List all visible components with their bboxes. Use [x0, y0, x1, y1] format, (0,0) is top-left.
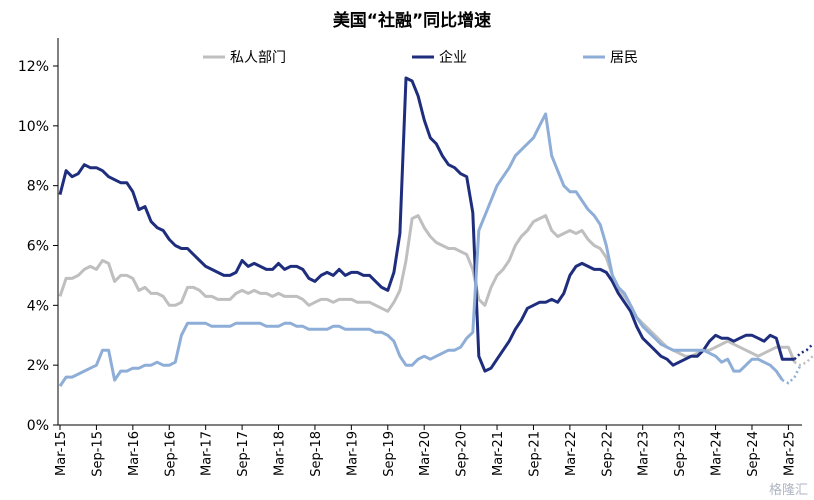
series-line-私人部门 — [58, 214, 796, 363]
x-tick-labels: Mar-15 Sep-15 Mar-16 Sep-16 Mar-17 Sep-17 Mar-… — [54, 431, 797, 477]
x-tick-label: Sep-17 — [236, 431, 251, 477]
x-tick-label: Mar-21 — [491, 431, 506, 476]
x-tick-label: Sep-18 — [309, 431, 324, 477]
x-tick-label: Mar-25 — [782, 431, 797, 476]
x-tick-label: Mar-23 — [637, 431, 652, 476]
legend-label: 私人部门 — [230, 50, 286, 66]
projection-line-居民 — [781, 364, 802, 385]
x-tick-label: Sep-19 — [382, 431, 397, 477]
y-tick-label: 12% — [18, 59, 49, 75]
y-tick-label: 10% — [18, 119, 49, 135]
x-tick-label: Sep-23 — [673, 431, 688, 477]
axes — [53, 38, 802, 430]
x-tick-label: Mar-18 — [273, 431, 288, 476]
legend: 私人部门 企业 居民 — [203, 49, 638, 66]
y-tick-labels: 0% 2% 4% 6% 8% 10% 12% — [18, 59, 49, 434]
x-tick-label: Sep-15 — [90, 431, 105, 477]
projection-line-私人部门 — [793, 355, 814, 367]
x-tick-label: Sep-24 — [746, 431, 761, 477]
y-tick-label: 6% — [27, 239, 49, 255]
x-tick-label: Mar-22 — [564, 431, 579, 476]
x-tick-label: Mar-19 — [345, 431, 360, 476]
legend-label: 居民 — [610, 50, 638, 66]
x-tick-label: Mar-15 — [54, 431, 69, 476]
y-tick-label: 8% — [27, 179, 49, 195]
x-tick-label: Sep-21 — [527, 431, 542, 477]
y-tick-label: 2% — [27, 358, 49, 374]
watermark-logo: 格隆汇 — [768, 483, 808, 498]
x-tick-label: Sep-22 — [600, 431, 615, 477]
x-tick-label: Mar-17 — [200, 431, 215, 476]
y-tick-label: 0% — [27, 418, 49, 434]
x-tick-label: Mar-16 — [127, 431, 142, 476]
x-tick-label: Mar-24 — [710, 431, 725, 476]
x-tick-label: Sep-20 — [455, 431, 470, 477]
series-line-居民 — [58, 112, 784, 387]
projection-line-企业 — [793, 343, 814, 361]
chart-title: 美国“社融”同比增速 — [333, 10, 491, 31]
series-lines — [58, 76, 814, 387]
legend-label: 企业 — [439, 49, 467, 66]
y-tick-label: 4% — [27, 298, 49, 314]
series-line-企业 — [58, 76, 795, 373]
x-tick-label: Sep-16 — [163, 431, 178, 477]
x-tick-label: Mar-20 — [418, 431, 433, 476]
